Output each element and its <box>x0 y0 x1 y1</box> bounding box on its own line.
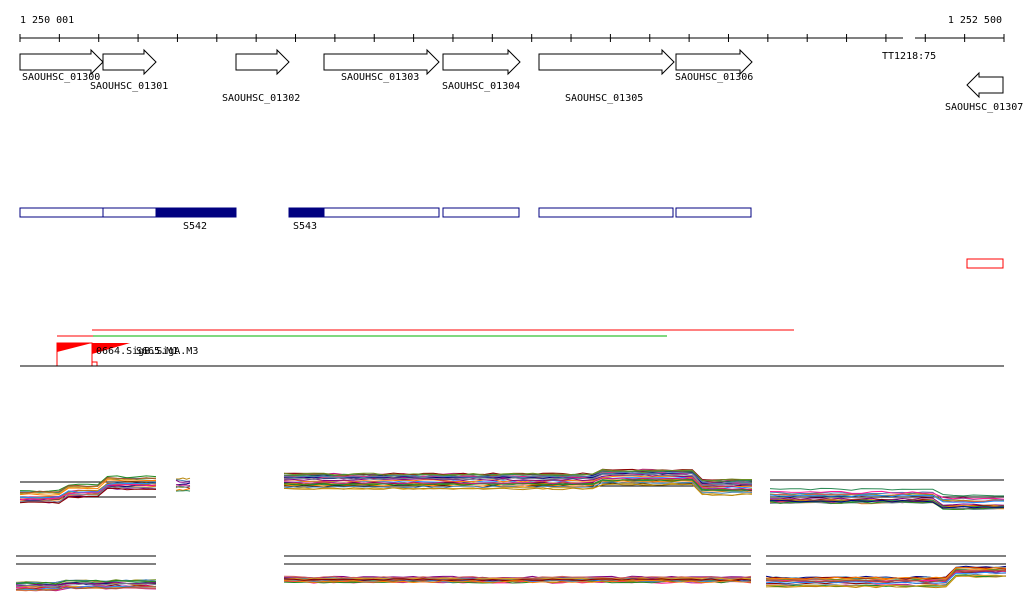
gene-label: SAOUHSC_01306 <box>675 72 753 83</box>
signal-line <box>283 482 753 496</box>
signal-line <box>175 477 191 480</box>
signal-line <box>19 484 157 501</box>
signal-line <box>19 482 157 499</box>
signal-line <box>15 581 157 587</box>
feature-track: 0664.SigB.SigA.M3 S665.M1 <box>20 329 1004 367</box>
gene-label: SAOUHSC_01300 <box>22 72 100 83</box>
signal-line <box>19 482 157 499</box>
segment-block[interactable] <box>323 207 440 218</box>
gene-arrow[interactable] <box>323 48 440 76</box>
gene-label: SAOUHSC_01301 <box>90 81 168 92</box>
gene-SAOUHSC_01302[interactable]: SAOUHSC_01302 <box>222 48 300 104</box>
segment-block-s542[interactable] <box>155 207 237 218</box>
signal-line <box>769 491 1005 501</box>
gene-arrow[interactable] <box>442 48 521 76</box>
feature-label-s665: S665.M1 <box>136 346 178 357</box>
signal-line <box>769 493 1005 502</box>
signal-line <box>19 479 156 496</box>
gene-SAOUHSC_01304[interactable]: SAOUHSC_01304 <box>442 48 521 92</box>
signal-line <box>769 501 1005 511</box>
signal-line <box>283 468 752 482</box>
promoter-triangle[interactable] <box>57 343 92 352</box>
segment-block[interactable] <box>102 207 157 218</box>
gene-SAOUHSC_01306[interactable]: SAOUHSC_01306 <box>675 48 753 83</box>
signal-line <box>765 571 1007 585</box>
ruler-ticks <box>19 34 1005 42</box>
ruler-end-label: 1 252 500 <box>948 15 1002 26</box>
segment-block[interactable] <box>538 207 674 218</box>
gene-SAOUHSC_01301[interactable]: SAOUHSC_01301 <box>90 48 168 92</box>
segment-block[interactable] <box>442 207 520 218</box>
signal-line <box>283 471 753 484</box>
segment-block[interactable] <box>19 207 104 218</box>
signal-line <box>175 485 191 489</box>
signal-line <box>175 482 191 486</box>
signal-line <box>769 499 1005 509</box>
gene-label: SAOUHSC_01304 <box>442 81 520 92</box>
signal-line <box>283 575 752 579</box>
gene-SAOUHSC_01303[interactable]: SAOUHSC_01303 <box>323 48 440 83</box>
signal-line <box>19 476 157 494</box>
signal-line <box>769 490 1005 500</box>
gene-arrow[interactable] <box>966 71 1004 99</box>
segment-track: S542 S543 <box>19 207 752 232</box>
gene-arrow[interactable] <box>235 48 290 76</box>
gene-track: SAOUHSC_01300 SAOUHSC_01301 SAOUHSC_0130… <box>19 48 1023 113</box>
gene-arrow[interactable] <box>538 48 675 76</box>
gene-arrow[interactable] <box>102 48 157 76</box>
expression-signal-panel <box>15 468 1007 592</box>
feature-label-sigb: 0664.SigB.SigA.M3 <box>96 346 198 357</box>
segment-label-s543: S543 <box>293 221 317 232</box>
signal-line <box>283 578 752 582</box>
signal-line <box>283 477 753 491</box>
signal-line <box>283 473 753 487</box>
gene-label: SAOUHSC_01305 <box>565 93 643 104</box>
signal-line <box>15 580 157 586</box>
signal-line <box>15 582 157 588</box>
coordinate-ruler: 1 250 001 1 252 500 <box>19 15 1005 46</box>
signal-line <box>765 570 1007 584</box>
signal-line <box>15 579 157 585</box>
signal-line <box>283 580 752 584</box>
gene-SAOUHSC_01307[interactable]: SAOUHSC_01307 <box>945 71 1023 113</box>
signal-line <box>765 567 1007 580</box>
promoter-triangle-2[interactable] <box>92 343 130 354</box>
gene-SAOUHSC_01305[interactable]: SAOUHSC_01305 <box>538 48 675 104</box>
segment-block[interactable] <box>675 207 752 218</box>
gene-label: SAOUHSC_01302 <box>222 93 300 104</box>
ruler-start-label: 1 250 001 <box>20 15 74 26</box>
promoter-marker[interactable] <box>91 361 98 367</box>
gene-label: SAOUHSC_01307 <box>945 102 1023 113</box>
gene-label: SAOUHSC_01303 <box>341 72 419 83</box>
signal-line <box>19 485 157 503</box>
ruler-gap <box>903 30 915 46</box>
signal-line <box>175 488 191 491</box>
segment-label-s542: S542 <box>183 221 207 232</box>
signal-line <box>769 487 1005 497</box>
signal-line <box>19 487 157 504</box>
feature-box-right[interactable] <box>966 258 1004 269</box>
gene-arrow[interactable] <box>19 48 104 76</box>
terminator-label: TT1218:75 <box>882 51 936 62</box>
signal-line <box>283 577 752 581</box>
signal-line <box>175 489 191 492</box>
signal-line <box>283 483 753 497</box>
signal-line <box>769 494 1004 504</box>
signal-line <box>175 479 191 482</box>
signal-line <box>15 586 157 591</box>
signal-line <box>765 574 1007 588</box>
signal-line <box>175 479 191 483</box>
segment-block-s543[interactable] <box>288 207 325 218</box>
signal-line <box>175 484 191 486</box>
gene-SAOUHSC_01300[interactable]: SAOUHSC_01300 <box>19 48 104 83</box>
signal-line <box>283 478 753 491</box>
signal-line <box>283 474 753 487</box>
gene-arrow[interactable] <box>675 48 753 76</box>
